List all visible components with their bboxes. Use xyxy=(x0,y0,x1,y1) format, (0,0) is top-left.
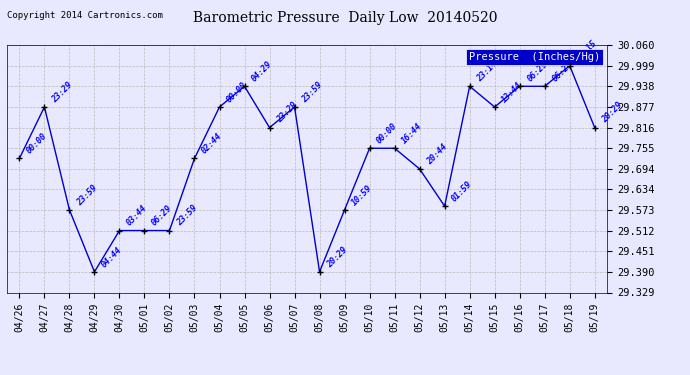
Text: 20:44: 20:44 xyxy=(425,142,449,166)
Text: 20:29: 20:29 xyxy=(325,245,349,269)
Text: 23:59: 23:59 xyxy=(75,183,99,207)
Text: Pressure  (Inches/Hg): Pressure (Inches/Hg) xyxy=(469,52,600,62)
Text: 16:44: 16:44 xyxy=(400,122,424,146)
Text: 23:59: 23:59 xyxy=(300,80,324,104)
Text: Barometric Pressure  Daily Low  20140520: Barometric Pressure Daily Low 20140520 xyxy=(193,11,497,25)
Text: Copyright 2014 Cartronics.com: Copyright 2014 Cartronics.com xyxy=(7,11,163,20)
Text: 06:29: 06:29 xyxy=(525,60,549,84)
Text: 23:29: 23:29 xyxy=(50,80,74,104)
Text: 03:44: 03:44 xyxy=(125,204,149,228)
Text: 04:44: 04:44 xyxy=(100,245,124,269)
Text: 23:14: 23:14 xyxy=(475,60,500,84)
Text: 02:44: 02:44 xyxy=(200,132,224,156)
Text: 20:29: 20:29 xyxy=(600,101,624,125)
Text: 06:29: 06:29 xyxy=(150,204,174,228)
Text: 00:00: 00:00 xyxy=(25,132,49,156)
Text: 00:00: 00:00 xyxy=(375,122,400,146)
Text: 10:59: 10:59 xyxy=(350,183,374,207)
Text: 01:59: 01:59 xyxy=(450,179,474,203)
Text: 23:59: 23:59 xyxy=(175,204,199,228)
Text: 04:29: 04:29 xyxy=(250,60,274,84)
Text: 06:29: 06:29 xyxy=(550,60,574,84)
Text: 00:00: 00:00 xyxy=(225,80,249,104)
Text: 13:44: 13:44 xyxy=(500,80,524,104)
Text: 19:15: 19:15 xyxy=(575,39,600,63)
Text: 23:29: 23:29 xyxy=(275,101,299,125)
